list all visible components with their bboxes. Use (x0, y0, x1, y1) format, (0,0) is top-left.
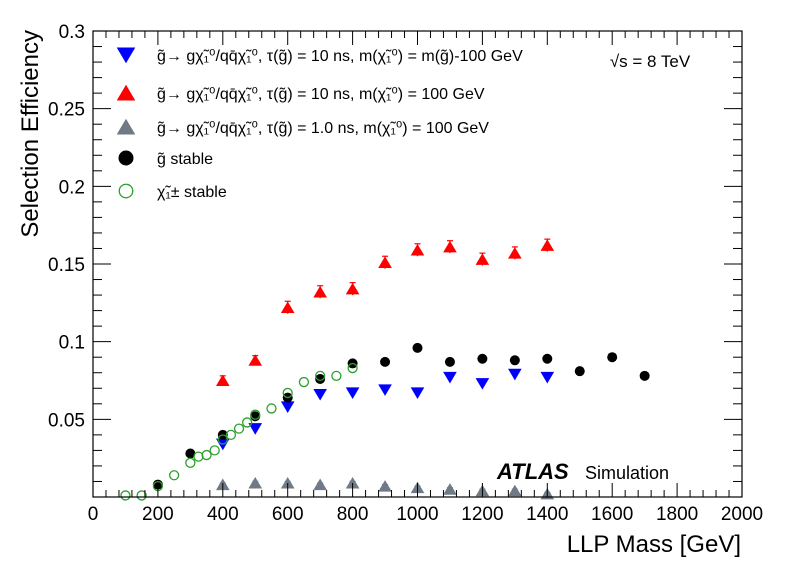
data-point (185, 448, 196, 459)
data-point (314, 370, 326, 381)
data-point (241, 417, 253, 428)
data-point (347, 362, 358, 374)
data-point (410, 387, 425, 399)
data-point (378, 480, 392, 492)
series-3 (152, 342, 650, 490)
x-tick-label: 2000 (721, 504, 763, 525)
data-point (315, 373, 326, 384)
y-tick-label: 0.2 (59, 177, 85, 198)
data-point (345, 476, 360, 489)
data-point (120, 490, 131, 501)
data-point (225, 429, 237, 441)
series-1 (215, 238, 555, 386)
legend-label: g̃ stable (157, 151, 213, 168)
x-tick-label: 1000 (396, 504, 438, 525)
x-axis-label: LLP Mass [GeV] (567, 531, 741, 558)
x-tick-label: 1200 (461, 504, 503, 525)
data-point (477, 353, 488, 364)
data-point (345, 282, 360, 295)
data-point (313, 285, 327, 298)
data-point (266, 403, 277, 414)
data-point (193, 451, 204, 462)
data-point (313, 388, 327, 401)
data-point (345, 387, 360, 399)
data-point (248, 423, 263, 435)
data-point (201, 449, 212, 461)
data-point (248, 476, 263, 489)
data-point (410, 243, 425, 256)
legend-marker (118, 183, 134, 199)
x-tick-label: 400 (207, 504, 239, 525)
data-point (380, 356, 391, 367)
data-point (378, 384, 392, 396)
data-point (639, 370, 650, 381)
data-point (540, 239, 555, 251)
legend-label: g̃→ gχ̃₁⁰/qq̄χ̃₁⁰, τ(g̃) = 10 ns, m(χ̃₁⁰… (157, 86, 485, 103)
data-point (280, 401, 295, 413)
data-point (331, 370, 342, 381)
data-point (250, 409, 261, 420)
data-point (574, 366, 585, 377)
data-point (443, 371, 457, 384)
data-marks-layer (120, 238, 650, 501)
series-4 (120, 362, 358, 501)
data-point (443, 483, 457, 495)
y-tick-label: 0.15 (48, 255, 85, 276)
data-point (542, 353, 553, 364)
data-point (217, 434, 228, 445)
legend-label: g̃→ gχ̃₁⁰/qq̄χ̃₁⁰, τ(g̃) = 10 ns, m(χ̃₁⁰… (157, 48, 523, 65)
series-0 (215, 368, 555, 451)
data-point (248, 354, 263, 366)
data-point (444, 356, 455, 367)
data-point (209, 445, 220, 456)
energy-annotation: √s = 8 TeV (610, 52, 691, 71)
legend-marker (116, 84, 136, 101)
data-point (475, 378, 490, 390)
data-point (508, 484, 522, 497)
x-tick-label: 200 (142, 504, 174, 525)
legend-label: g̃→ gχ̃₁⁰/qq̄χ̃₁⁰, τ(g̃) = 1.0 ns, m(χ̃₁… (157, 120, 489, 137)
data-point (233, 423, 245, 434)
y-tick-label: 0.05 (48, 410, 85, 431)
data-point (185, 457, 196, 468)
y-tick-label: 0.25 (48, 100, 85, 121)
data-point (280, 301, 295, 313)
data-point (136, 490, 147, 501)
atlas-label: ATLAS (496, 459, 569, 484)
x-tick-label: 1400 (526, 504, 568, 525)
data-point (508, 247, 522, 259)
data-point (280, 476, 295, 489)
y-tick-label: 0.1 (59, 333, 85, 354)
legend-marker (116, 118, 136, 135)
legend: g̃→ gχ̃₁⁰/qq̄χ̃₁⁰, τ(g̃) = 10 ns, m(χ̃₁⁰… (116, 47, 523, 201)
x-tick-label: 1800 (656, 504, 698, 525)
data-point (412, 342, 423, 353)
x-tick-label: 800 (337, 504, 369, 525)
x-tick-label: 1600 (591, 504, 633, 525)
data-point (607, 352, 618, 363)
axis-ticks: 0 200 400 600 800 1000 1200 1400 1600 1800 2000 0.0… (48, 22, 763, 525)
legend-label: χ̃₁± stable (157, 184, 227, 201)
data-point (540, 371, 555, 384)
simulation-label: Simulation (585, 463, 669, 483)
legend-marker (118, 150, 134, 166)
data-point (508, 368, 522, 381)
y-axis-label: Selection Efficiency (17, 30, 44, 238)
x-tick-label: 600 (272, 504, 304, 525)
data-point (298, 376, 310, 388)
legend-marker (116, 47, 136, 64)
data-point (313, 478, 327, 491)
data-point (282, 387, 293, 399)
data-point (475, 253, 490, 265)
data-point (443, 240, 457, 253)
y-tick-label: 0.3 (59, 22, 85, 43)
x-tick-label: 0 (88, 504, 99, 525)
data-point (378, 256, 392, 268)
data-point (509, 355, 520, 366)
data-point (168, 470, 180, 481)
data-point (215, 374, 230, 386)
